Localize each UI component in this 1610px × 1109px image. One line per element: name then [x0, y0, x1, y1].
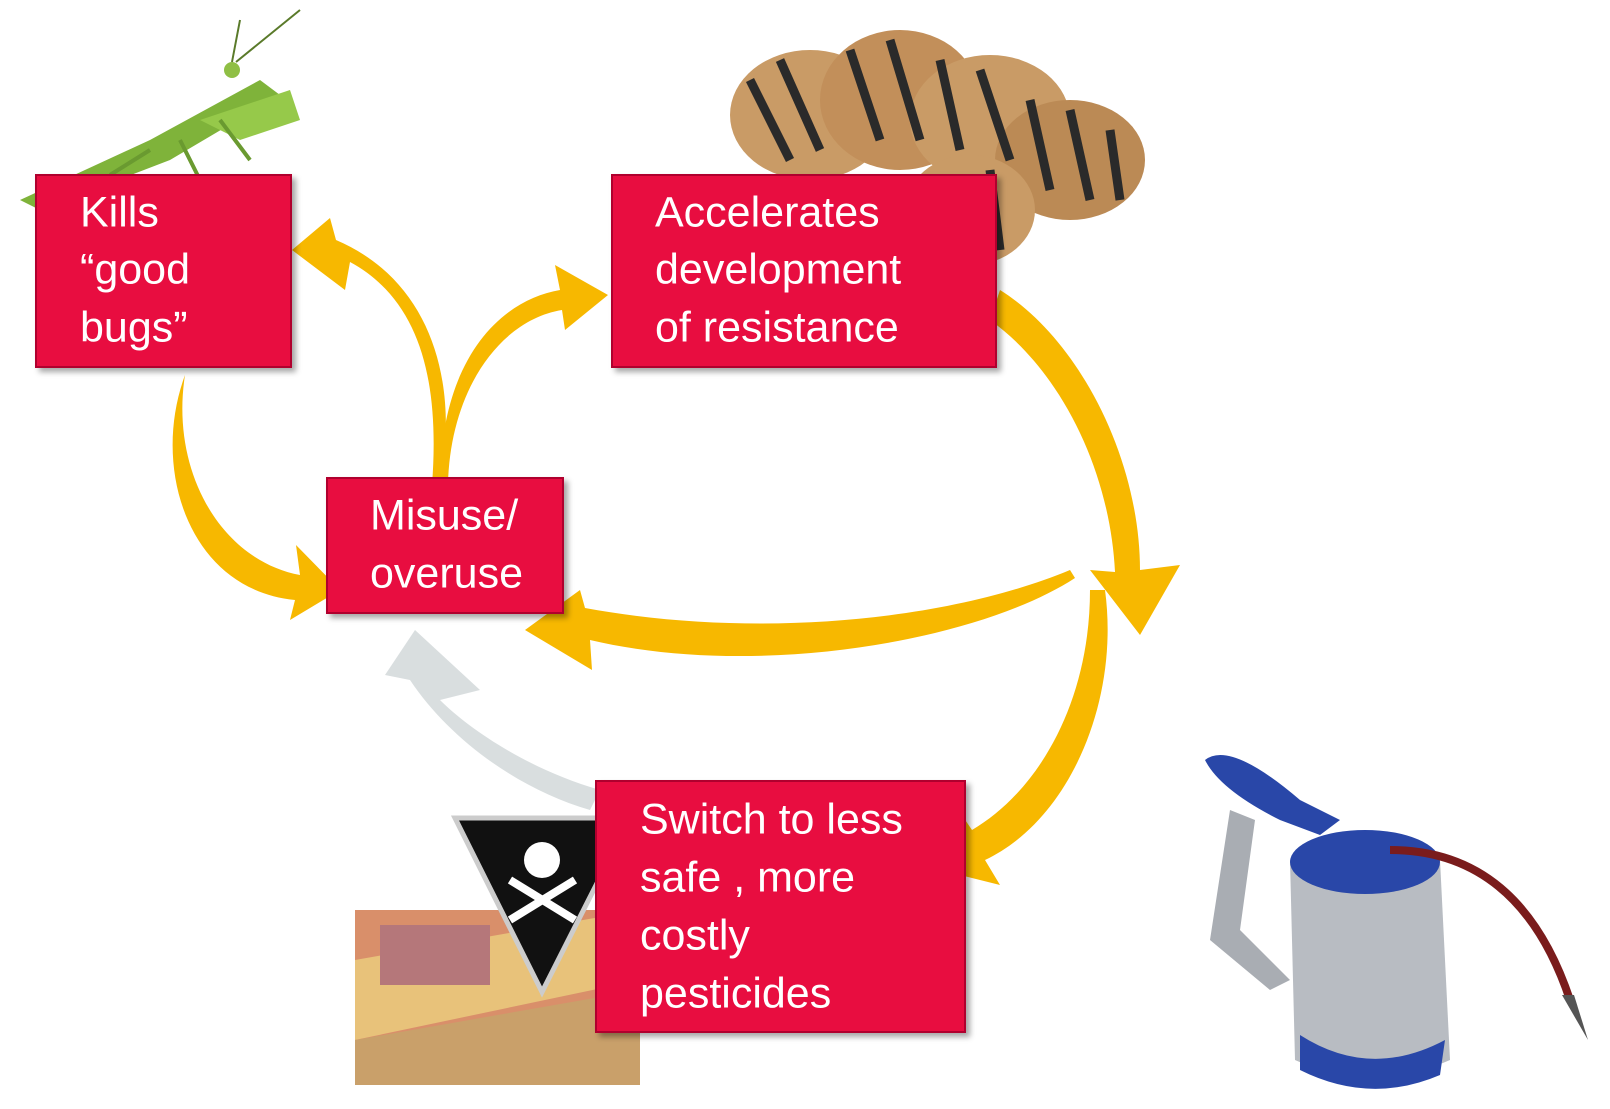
- node-label: bugs”: [80, 303, 188, 351]
- arrow: [990, 290, 1180, 635]
- node-label: Kills: [80, 188, 159, 236]
- node-label: costly: [640, 911, 750, 959]
- node-label: development: [655, 245, 901, 293]
- node-label: overuse: [370, 549, 523, 597]
- diagram: Kills “good bugs” Accelerates developmen…: [0, 0, 1610, 1109]
- node-label: safe , more: [640, 853, 855, 901]
- grey-arrow: [385, 630, 600, 810]
- node-label: pesticides: [640, 969, 831, 1017]
- arrow: [525, 570, 1075, 670]
- oil-can-illustration: [1130, 705, 1610, 1109]
- node-label: of resistance: [655, 303, 899, 351]
- arrow: [173, 375, 340, 620]
- arrow: [440, 265, 608, 485]
- node-label: Accelerates: [655, 188, 880, 236]
- node-label: “good: [80, 245, 190, 293]
- node-label: Misuse/: [370, 491, 518, 539]
- node-label: Switch to less: [640, 795, 903, 843]
- arrow: [292, 218, 446, 485]
- page: Kills “good bugs” Accelerates developmen…: [0, 0, 1610, 1109]
